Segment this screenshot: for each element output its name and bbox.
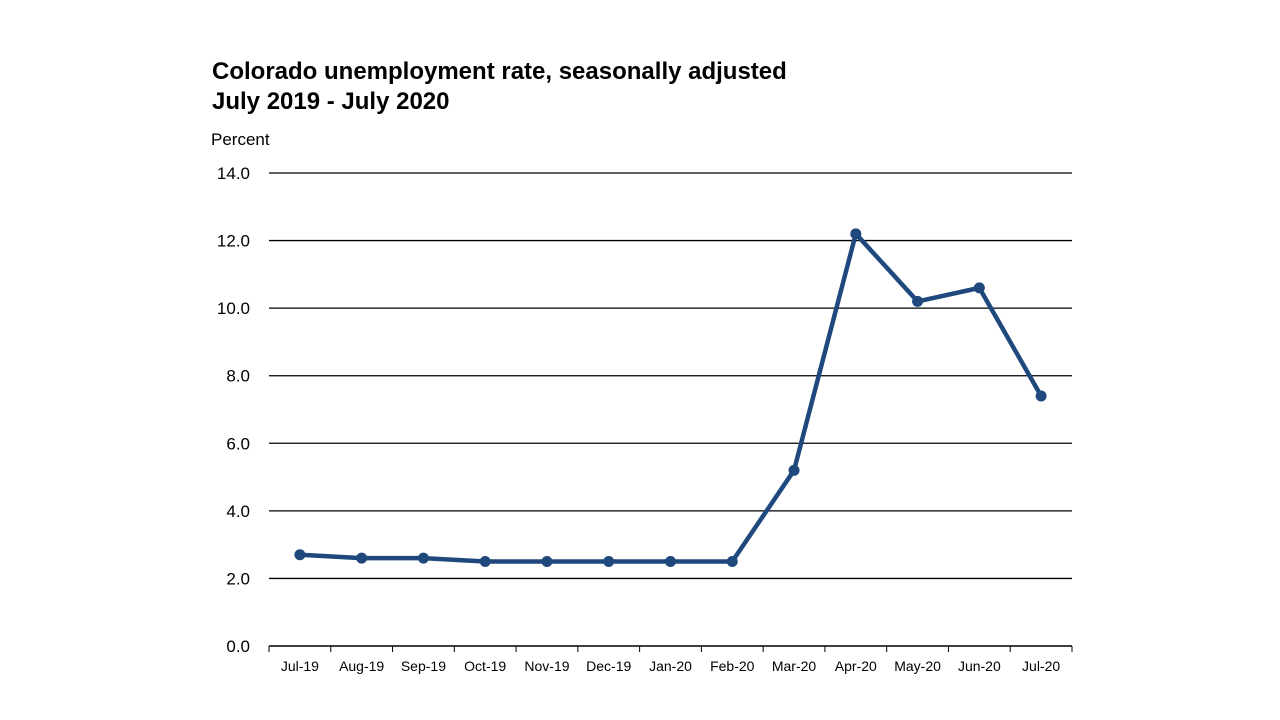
y-tick-label: 2.0	[226, 569, 250, 588]
data-point	[541, 556, 553, 568]
x-tick-label: Jan-20	[649, 658, 692, 674]
x-tick-label: Jul-19	[281, 658, 319, 674]
x-tick-label: Mar-20	[772, 658, 817, 674]
y-tick-label: 6.0	[226, 434, 250, 453]
y-tick-label: 14.0	[217, 164, 250, 183]
chart-subtitle: July 2019 - July 2020	[212, 88, 450, 115]
y-tick-label: 8.0	[226, 367, 250, 386]
x-tick-label: Aug-19	[339, 658, 384, 674]
x-tick-label: Jul-20	[1022, 658, 1060, 674]
y-tick-label: 0.0	[226, 637, 250, 656]
data-point	[788, 464, 800, 476]
data-point	[417, 552, 429, 564]
data-point	[665, 556, 676, 568]
chart-title: Colorado unemployment rate, seasonally a…	[212, 57, 787, 117]
x-tick-label: Feb-20	[710, 658, 755, 674]
data-point	[726, 556, 738, 568]
y-tick-label: 10.0	[217, 299, 250, 318]
data-point	[356, 552, 368, 564]
x-tick-label: Dec-19	[586, 658, 631, 674]
series-line	[299, 231, 1044, 564]
x-tick-label: Oct-19	[464, 658, 506, 674]
chart-title-main: Colorado unemployment rate, seasonally a…	[212, 58, 787, 85]
data-point	[912, 295, 924, 307]
x-tick-label: Apr-20	[835, 658, 877, 674]
y-tick-label: 12.0	[217, 232, 250, 251]
x-tick-label: Nov-19	[524, 658, 569, 674]
data-point	[850, 228, 862, 240]
x-tick-label: Jun-20	[958, 658, 1001, 674]
data-point	[973, 282, 985, 294]
x-tick-label: May-20	[894, 658, 941, 674]
data-point	[479, 556, 491, 568]
data-point	[603, 556, 615, 568]
y-axis-label: Percent	[211, 130, 270, 149]
data-point	[1035, 390, 1047, 402]
y-tick-label: 4.0	[226, 502, 250, 521]
data-point	[294, 549, 306, 561]
x-tick-label: Sep-19	[401, 658, 446, 674]
